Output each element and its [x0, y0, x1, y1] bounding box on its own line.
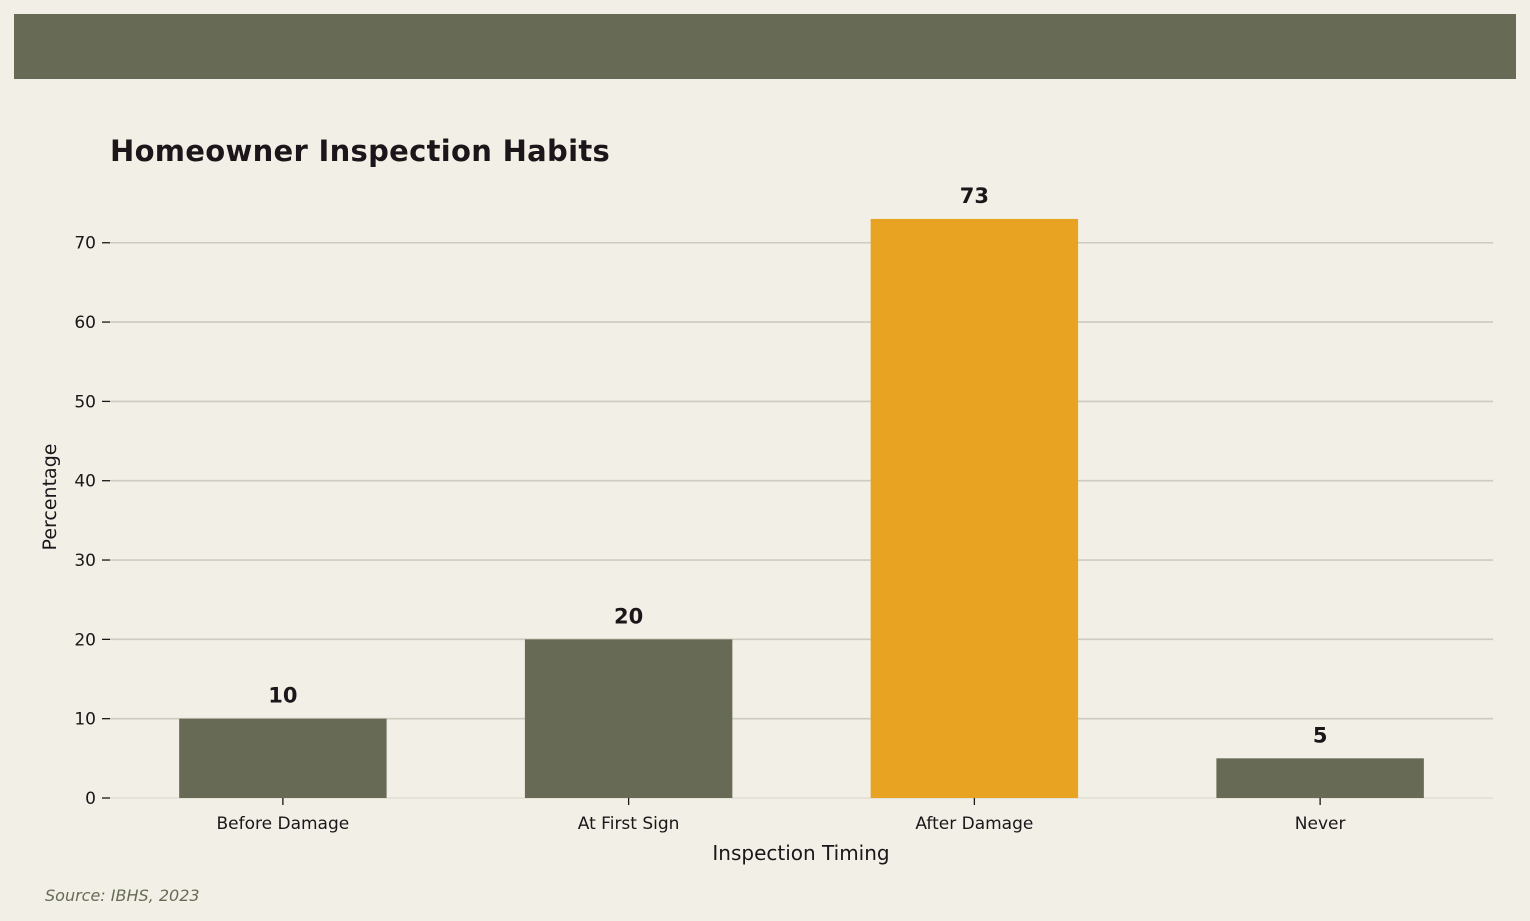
axes: 0 10 20 30 40 50 60 70 Before Damage At First Sig… [74, 234, 1345, 834]
y-tick-label-10: 10 [74, 710, 96, 730]
y-axis-title: Percentage [39, 444, 61, 551]
y-tick-label-30: 30 [74, 551, 96, 571]
y-tick-label-20: 20 [74, 630, 96, 650]
y-tick-label-50: 50 [74, 392, 96, 412]
source-note: Source: IBHS, 2023 [45, 886, 200, 905]
x-tick-label-before-damage: Before Damage [217, 814, 350, 834]
x-axis-title: Inspection Timing [712, 841, 889, 865]
y-tick-label-70: 70 [74, 234, 96, 254]
x-tick-label-after-damage: After Damage [915, 814, 1033, 834]
data-label-before-damage: 10 [268, 684, 297, 708]
y-tick-label-60: 60 [74, 313, 96, 333]
data-label-never: 5 [1313, 723, 1328, 747]
bars [179, 218, 1424, 798]
bar-before-damage [179, 718, 387, 798]
data-label-after-damage: 73 [960, 184, 989, 208]
bar-at-first-sign [524, 639, 733, 798]
data-label-at-first-sign: 20 [614, 604, 643, 628]
bar-never [1216, 758, 1424, 798]
bar-after-damage [870, 218, 1079, 798]
data-labels: 10 20 73 5 [268, 184, 1327, 747]
y-tick-label-40: 40 [74, 472, 96, 492]
x-tick-label-at-first-sign: At First Sign [578, 814, 680, 834]
y-tick-label-0: 0 [85, 789, 96, 809]
x-tick-label-never: Never [1295, 814, 1346, 834]
top-banner [14, 14, 1516, 79]
grid-lines [110, 241, 1493, 799]
chart-title: Homeowner Inspection Habits [110, 134, 611, 168]
